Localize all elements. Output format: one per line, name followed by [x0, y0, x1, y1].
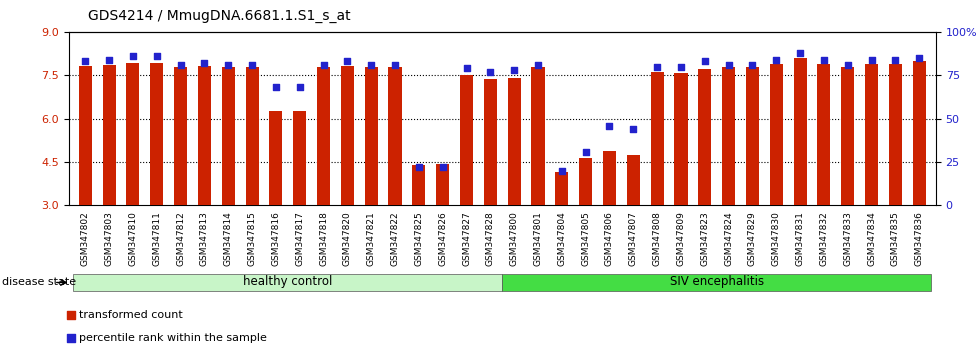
Bar	[531, 67, 545, 205]
Text: disease state: disease state	[2, 278, 76, 287]
Bar	[317, 67, 330, 205]
Bar	[722, 67, 735, 205]
Point	[554, 168, 569, 173]
Bar	[674, 73, 688, 205]
Point	[197, 60, 213, 66]
Bar	[78, 66, 92, 205]
Point	[149, 53, 165, 59]
Bar	[126, 63, 139, 205]
Bar	[388, 67, 402, 205]
Bar	[769, 64, 783, 205]
Bar	[174, 67, 187, 205]
Bar	[579, 159, 592, 205]
Point	[435, 164, 451, 170]
Bar	[627, 155, 640, 205]
Bar	[508, 78, 520, 205]
Point	[650, 64, 665, 69]
Point	[625, 126, 641, 132]
Point	[269, 85, 284, 90]
Bar	[817, 64, 830, 205]
Bar	[103, 65, 116, 205]
Point	[63, 335, 79, 341]
Point	[316, 62, 331, 68]
Point	[411, 164, 426, 170]
Text: percentile rank within the sample: percentile rank within the sample	[79, 332, 268, 343]
Bar	[221, 67, 235, 205]
Bar	[270, 112, 282, 205]
Point	[768, 57, 784, 62]
Bar	[460, 75, 473, 205]
Point	[220, 62, 236, 68]
Bar	[246, 67, 259, 205]
Point	[125, 53, 141, 59]
Point	[459, 65, 474, 71]
FancyBboxPatch shape	[503, 274, 931, 291]
Point	[578, 149, 594, 154]
Point	[888, 57, 904, 62]
Bar	[841, 67, 855, 205]
FancyBboxPatch shape	[74, 274, 503, 291]
Point	[387, 62, 403, 68]
Point	[840, 62, 856, 68]
Bar	[651, 72, 663, 205]
Point	[602, 123, 617, 129]
Bar	[365, 67, 377, 205]
Text: GDS4214 / MmugDNA.6681.1.S1_s_at: GDS4214 / MmugDNA.6681.1.S1_s_at	[88, 9, 351, 23]
Point	[673, 64, 689, 69]
Bar	[436, 164, 449, 205]
Bar	[889, 64, 902, 205]
Point	[244, 62, 260, 68]
Point	[101, 57, 117, 62]
Bar	[912, 61, 926, 205]
Point	[292, 85, 308, 90]
Point	[697, 58, 712, 64]
Point	[816, 57, 832, 62]
Bar	[293, 112, 307, 205]
Point	[720, 62, 736, 68]
Text: SIV encephalitis: SIV encephalitis	[669, 275, 763, 289]
Bar	[794, 58, 807, 205]
Bar	[865, 64, 878, 205]
Bar	[341, 66, 354, 205]
Point	[172, 62, 188, 68]
Point	[339, 58, 355, 64]
Point	[77, 58, 93, 64]
Text: transformed count: transformed count	[79, 309, 183, 320]
Point	[482, 69, 498, 75]
Bar	[698, 69, 711, 205]
Point	[792, 50, 808, 56]
Point	[530, 62, 546, 68]
Point	[745, 62, 760, 68]
Bar	[484, 79, 497, 205]
Bar	[603, 151, 616, 205]
Text: healthy control: healthy control	[243, 275, 332, 289]
Point	[507, 67, 522, 73]
Bar	[150, 63, 164, 205]
Point	[863, 57, 879, 62]
Bar	[198, 66, 211, 205]
Point	[364, 62, 379, 68]
Bar	[746, 67, 759, 205]
Point	[63, 312, 79, 318]
Bar	[556, 172, 568, 205]
Point	[911, 55, 927, 61]
Bar	[413, 165, 425, 205]
